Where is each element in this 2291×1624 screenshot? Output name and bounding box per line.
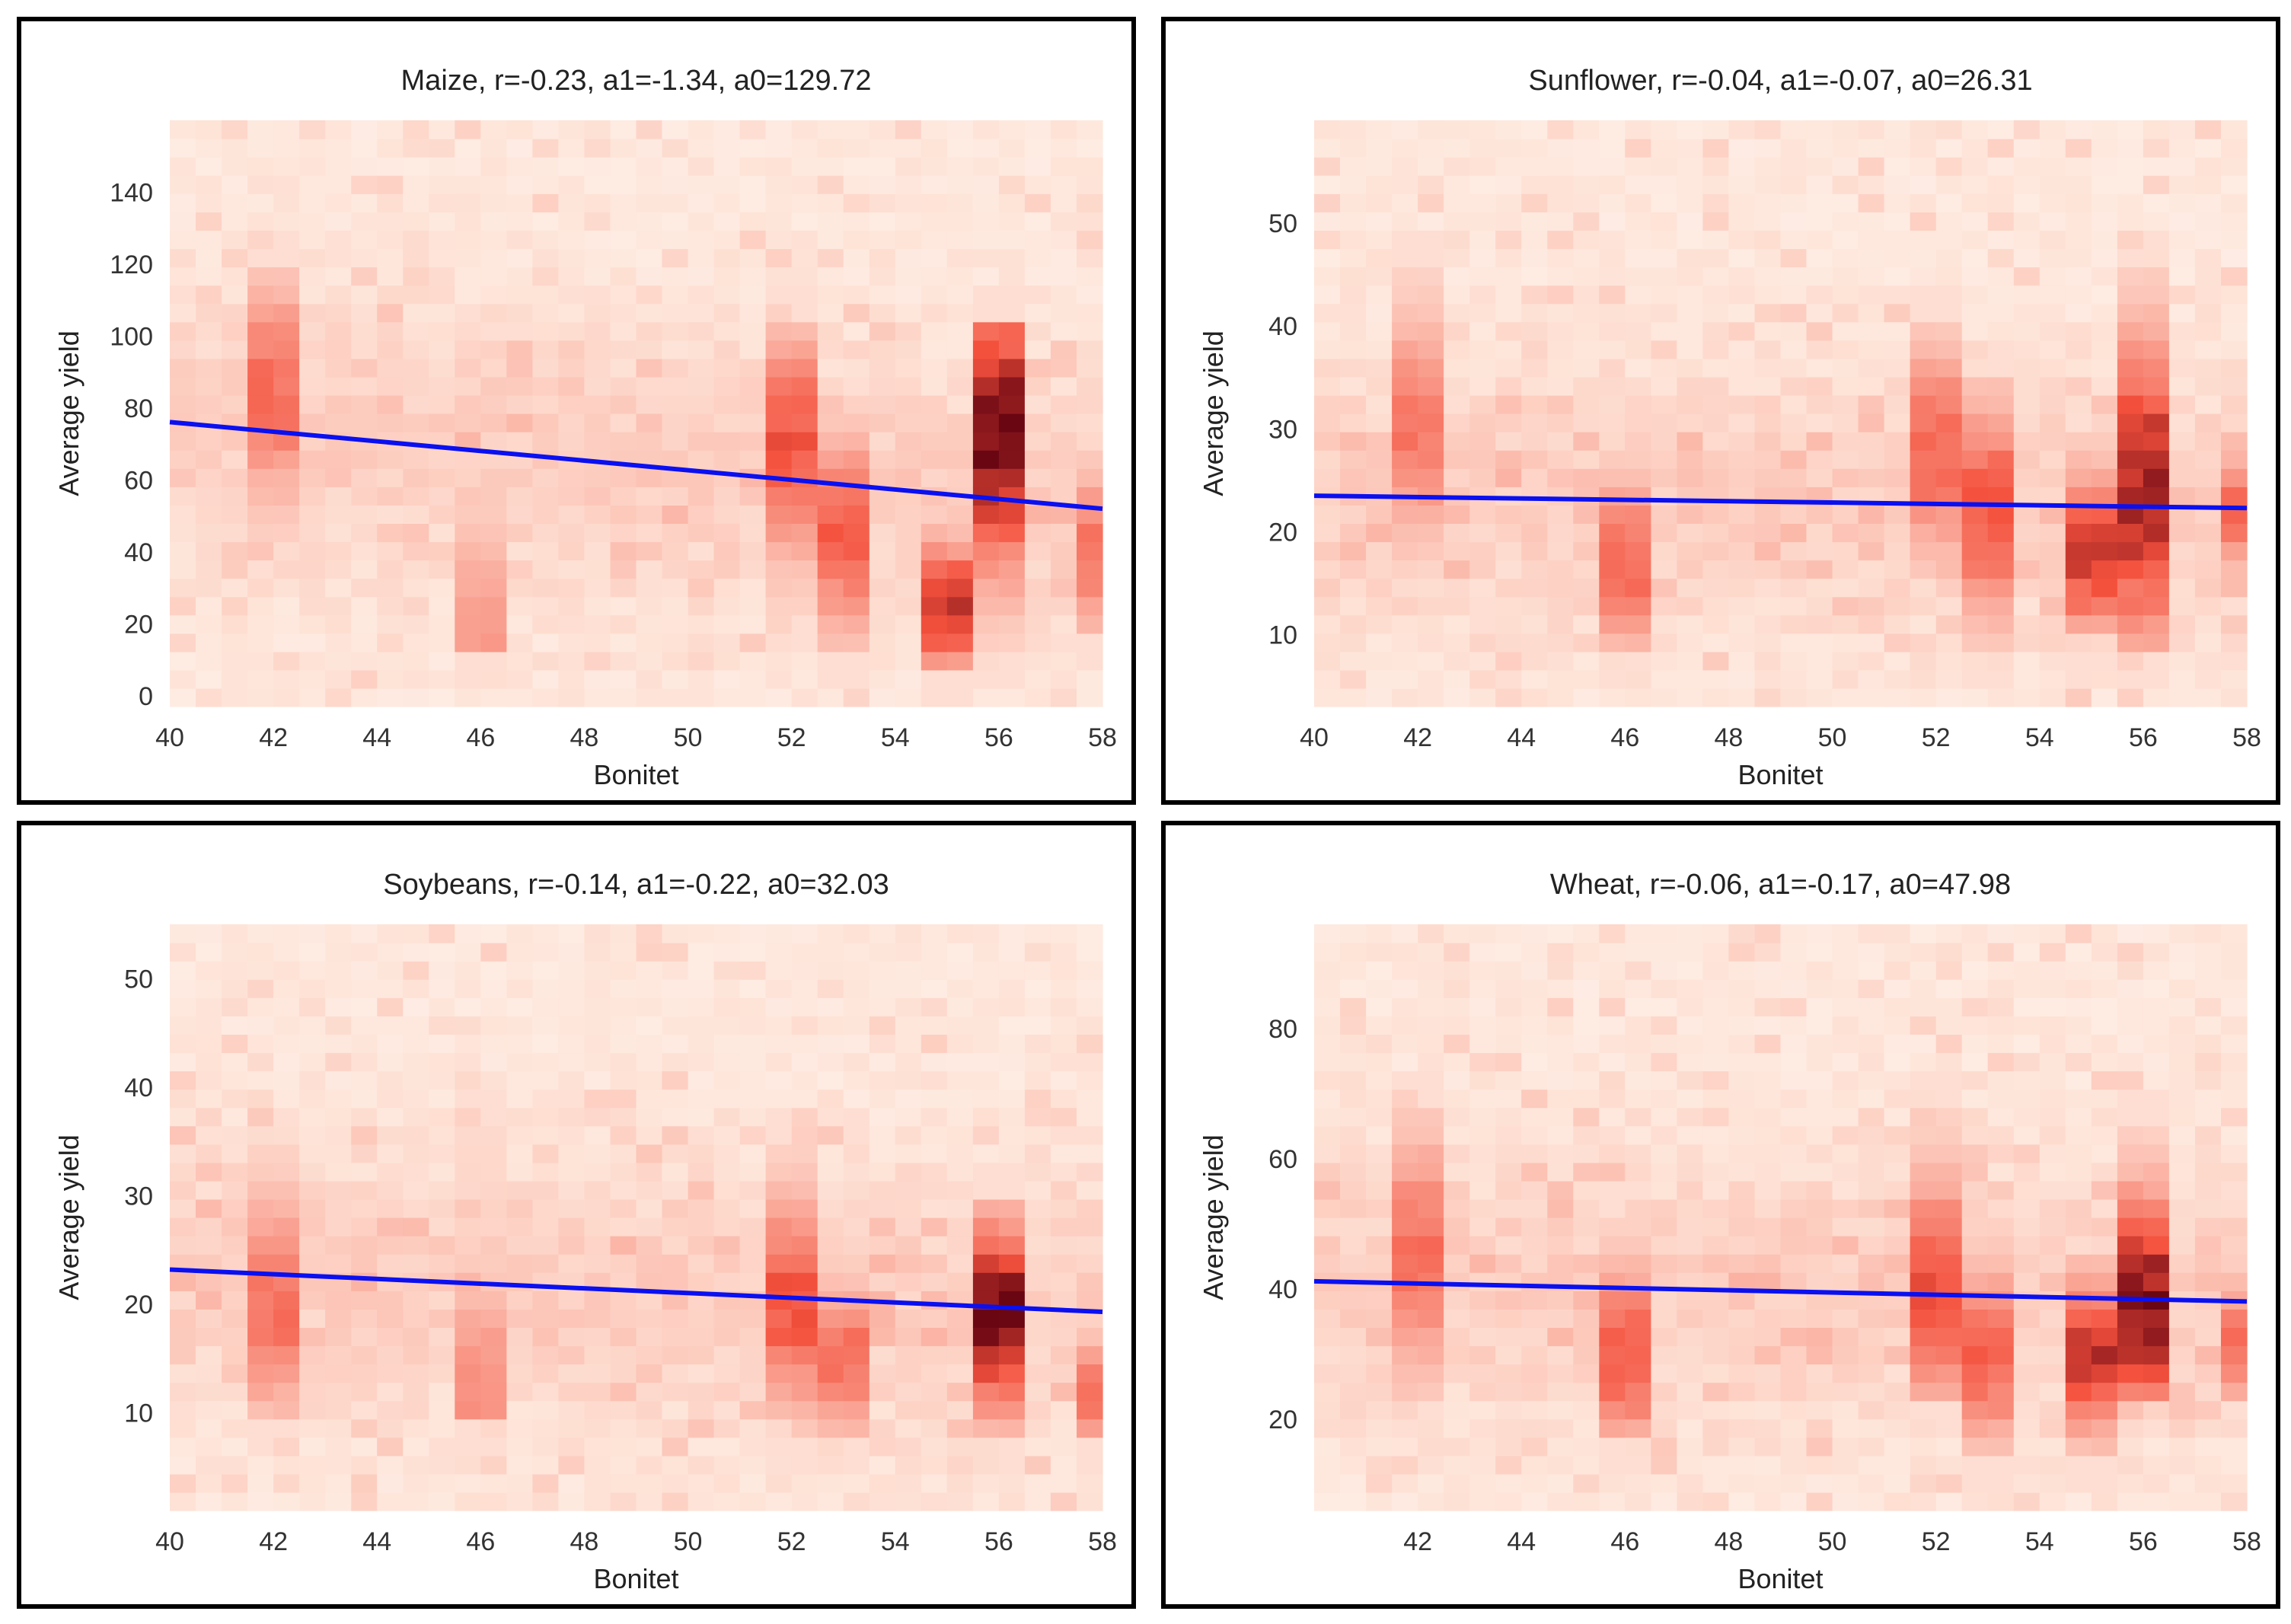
regression-line <box>169 420 1103 512</box>
regression-line <box>169 1267 1103 1315</box>
chart-svg: Maize, r=-0.23, a1=-1.34, a0=129.72 40 42 4… <box>53 65 1117 790</box>
x-tick-label: 54 <box>2025 723 2054 752</box>
y-tick-label: 140 <box>110 178 153 207</box>
y-tick-label: 40 <box>124 1074 153 1102</box>
x-tick-label: 50 <box>674 723 703 752</box>
x-tick-label: 56 <box>2129 1527 2158 1556</box>
x-tick-label: 46 <box>1610 1527 1639 1556</box>
chart-title: Maize, r=-0.23, a1=-1.34, a0=129.72 <box>401 65 872 97</box>
y-tick-label: 20 <box>124 610 153 639</box>
regression-line <box>1313 493 2248 511</box>
y-tick-label: 20 <box>124 1291 153 1319</box>
y-tick-label: 100 <box>110 322 153 351</box>
x-tick-label: 42 <box>1403 1527 1432 1556</box>
y-tick-label: 20 <box>1268 518 1297 547</box>
x-tick-label: 56 <box>984 723 1013 752</box>
chart-svg: Wheat, r=-0.06, a1=-0.17, a0=47.98 42 44 46… <box>1198 869 2261 1594</box>
chart-panel-maize: Maize, r=-0.23, a1=-1.34, a0=129.72 40 42 4… <box>17 17 1136 805</box>
chart-panel-wheat: Wheat, r=-0.06, a1=-0.17, a0=47.98 42 44 46… <box>1161 821 2280 1609</box>
x-tick-label: 58 <box>2232 1527 2261 1556</box>
chart-title: Sunflower, r=-0.04, a1=-0.07, a0=26.31 <box>1528 65 2032 97</box>
heatmap-cells <box>170 924 1103 1511</box>
x-tick-label: 58 <box>1088 723 1117 752</box>
y-tick-label: 40 <box>124 538 153 567</box>
x-tick-label: 56 <box>2129 723 2158 752</box>
heatmap-cells <box>1314 120 2248 707</box>
x-tick-label: 48 <box>1715 723 1744 752</box>
x-tick-label: 44 <box>362 723 391 752</box>
x-tick-label: 46 <box>466 1527 495 1556</box>
x-tick-label: 44 <box>1507 1527 1536 1556</box>
x-tick-label: 52 <box>777 1527 806 1556</box>
y-tick-label: 0 <box>139 682 153 711</box>
y-axis-label: Average yield <box>53 1134 85 1300</box>
y-tick-label: 30 <box>1268 415 1297 444</box>
chart-panel-soybeans: Soybeans, r=-0.14, a1=-0.22, a0=32.03 40 4… <box>17 821 1136 1609</box>
x-tick-label: 58 <box>1088 1527 1117 1556</box>
y-tick-label: 50 <box>1268 209 1297 238</box>
regression-line <box>1313 1278 2248 1304</box>
x-tick-label: 50 <box>674 1527 703 1556</box>
x-tick-label: 46 <box>466 723 495 752</box>
x-tick-label: 40 <box>1300 723 1329 752</box>
x-axis-label: Bonitet <box>593 759 678 790</box>
y-tick-label: 10 <box>124 1399 153 1428</box>
x-tick-label: 42 <box>259 1527 288 1556</box>
x-tick-label: 44 <box>1507 723 1536 752</box>
x-tick-label: 48 <box>570 723 599 752</box>
x-tick-label: 52 <box>1922 1527 1951 1556</box>
x-tick-label: 54 <box>881 1527 910 1556</box>
y-tick-label: 40 <box>1268 312 1297 341</box>
x-tick-label: 54 <box>2025 1527 2054 1556</box>
x-axis-label: Bonitet <box>1737 759 1823 790</box>
x-tick-label: 40 <box>155 723 184 752</box>
y-axis-label: Average yield <box>1198 1134 1229 1300</box>
x-tick-label: 46 <box>1610 723 1639 752</box>
x-tick-label: 56 <box>984 1527 1013 1556</box>
x-axis-label: Bonitet <box>593 1563 678 1594</box>
chart-svg: Soybeans, r=-0.14, a1=-0.22, a0=32.03 40 4… <box>53 869 1117 1594</box>
chart-title: Soybeans, r=-0.14, a1=-0.22, a0=32.03 <box>383 869 889 901</box>
y-tick-label: 20 <box>1268 1405 1297 1434</box>
y-tick-label: 50 <box>124 965 153 994</box>
heatmap-cells <box>1314 924 2248 1511</box>
x-tick-label: 50 <box>1818 723 1847 752</box>
chart-svg: Sunflower, r=-0.04, a1=-0.07, a0=26.31 40… <box>1198 65 2261 790</box>
y-tick-label: 40 <box>1268 1275 1297 1304</box>
x-tick-label: 54 <box>881 723 910 752</box>
chart-title: Wheat, r=-0.06, a1=-0.17, a0=47.98 <box>1550 869 2011 901</box>
x-tick-label: 48 <box>570 1527 599 1556</box>
y-tick-label: 30 <box>124 1182 153 1211</box>
x-tick-label: 58 <box>2232 723 2261 752</box>
x-tick-label: 50 <box>1818 1527 1847 1556</box>
x-tick-label: 52 <box>777 723 806 752</box>
y-tick-label: 80 <box>124 394 153 423</box>
x-tick-label: 40 <box>155 1527 184 1556</box>
y-tick-label: 120 <box>110 250 153 279</box>
y-tick-label: 80 <box>1268 1015 1297 1044</box>
y-tick-label: 10 <box>1268 621 1297 649</box>
heatmap-cells <box>170 120 1103 707</box>
y-tick-label: 60 <box>1268 1145 1297 1174</box>
y-tick-label: 60 <box>124 466 153 495</box>
y-axis-label: Average yield <box>53 330 85 496</box>
chart-panel-sunflower: Sunflower, r=-0.04, a1=-0.07, a0=26.31 40… <box>1161 17 2280 805</box>
x-tick-label: 52 <box>1922 723 1951 752</box>
x-tick-label: 42 <box>1403 723 1432 752</box>
x-tick-label: 44 <box>362 1527 391 1556</box>
y-axis-label: Average yield <box>1198 330 1229 496</box>
x-axis-label: Bonitet <box>1737 1563 1823 1594</box>
x-tick-label: 48 <box>1715 1527 1744 1556</box>
x-tick-label: 42 <box>259 723 288 752</box>
